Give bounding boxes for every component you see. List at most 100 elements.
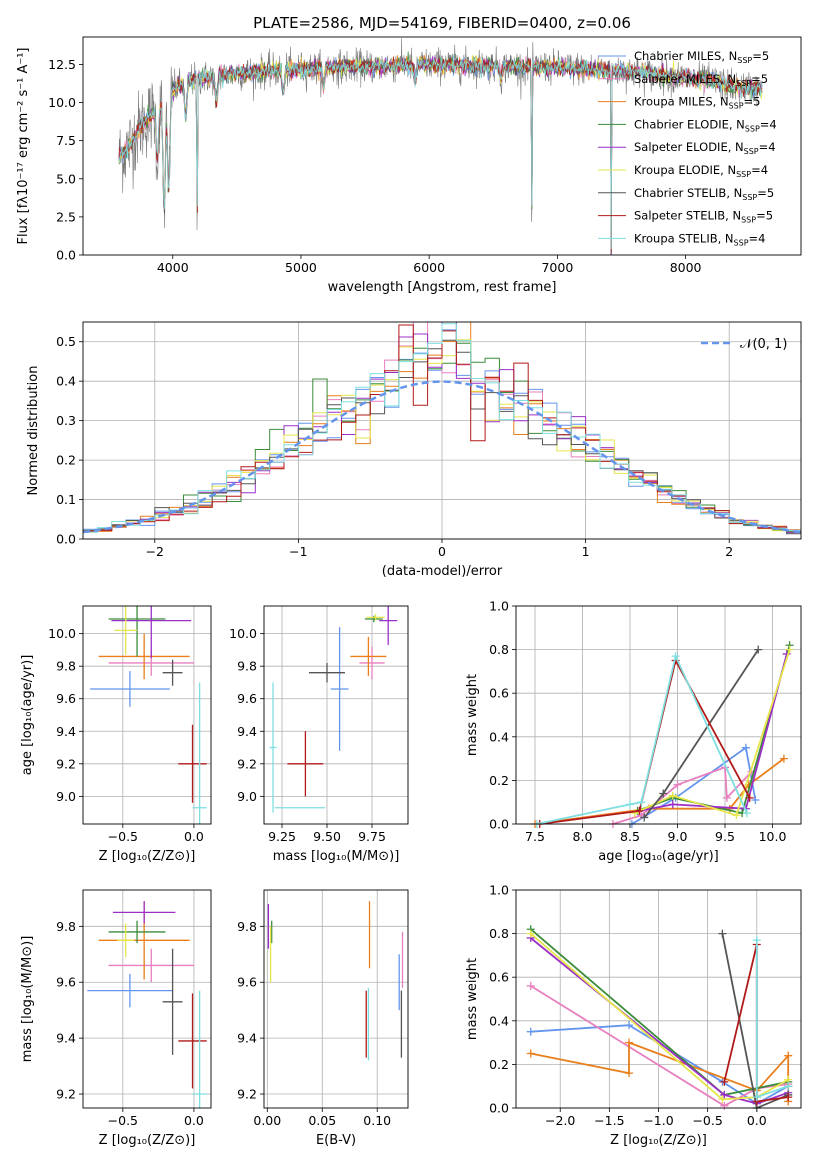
data-point-marker <box>745 793 754 802</box>
y-tick-label: 7.5 <box>56 133 76 148</box>
x-tick-label: −1.0 <box>643 1113 673 1128</box>
data-point-marker <box>784 1082 793 1091</box>
errorbar-salpeter-stelib <box>178 724 207 803</box>
x-tick-label: −1.5 <box>594 1113 624 1128</box>
x-tick-label: 6000 <box>413 260 445 275</box>
y-tick-label: 9.2 <box>56 1087 76 1102</box>
y-tick-label: 9.0 <box>237 789 257 804</box>
y-tick-label: 5.0 <box>56 171 76 186</box>
errorbar-salpeter-elodie <box>379 606 398 646</box>
data-point-marker <box>668 791 677 800</box>
series-chabrier-stelib <box>640 645 763 822</box>
errorbar-chabrier-miles <box>90 671 170 707</box>
y-tick-label: 1.0 <box>489 599 509 614</box>
x-axis-label: Z [log₁₀(Z/Z⊙)] <box>99 849 196 864</box>
legend-entry: Chabrier ELODIE, NSSP=4 <box>634 117 777 133</box>
data-point-marker <box>720 1090 729 1099</box>
axes-frame <box>82 321 802 540</box>
mass-weight-vs-Z-panel: −2.0 −1.5 −1.0 −0.5 0.0 0.0 0.2 0.4 0.6 0.8 1.0 Z [… <box>465 883 802 1148</box>
y-tick-label: 9.4 <box>237 1031 257 1046</box>
x-tick-label: −0.5 <box>108 829 138 844</box>
data-point-marker <box>526 1027 535 1036</box>
x-tick-label: 9.5 <box>715 829 735 844</box>
y-tick-label: 9.2 <box>56 756 76 771</box>
y-tick-label: 0.6 <box>489 970 509 985</box>
x-tick-label: 5000 <box>285 260 317 275</box>
errorbar-chabrier-miles <box>330 627 349 751</box>
data-point-marker <box>630 809 639 818</box>
x-tick-label: 9.0 <box>668 829 688 844</box>
y-tick-label: 0.2 <box>56 453 76 468</box>
chart-title: PLATE=2586, MJD=54169, FIBERID=0400, z=0… <box>253 14 631 32</box>
errorbar-kroupa-stelib <box>192 682 207 824</box>
y-axis-label: age [log₁₀(age/yr)] <box>20 655 35 776</box>
data-point-marker <box>751 796 760 805</box>
axes-frame <box>515 605 802 825</box>
data-point-marker <box>637 798 646 807</box>
x-tick-label: 8.5 <box>620 829 640 844</box>
x-tick-label: 9.25 <box>268 829 296 844</box>
errorbar-chabrier-elodie <box>108 606 166 657</box>
errorbar-chabrier-stelib <box>162 659 183 686</box>
y-tick-label: 12.5 <box>48 57 76 72</box>
y-tick-label: 10.0 <box>229 626 257 641</box>
y-tick-label: 0.2 <box>489 773 509 788</box>
legend-entry: Salpeter MILES, NSSP=5 <box>634 72 768 88</box>
y-tick-label: 9.2 <box>237 756 257 771</box>
axes-frame <box>82 36 802 256</box>
age-vs-mass-panel: 9.25 9.50 9.75 9.0 9.2 9.4 9.6 9.8 10.0 mass [log… <box>229 605 409 864</box>
data-point-marker <box>625 1038 634 1047</box>
x-tick-label: 4000 <box>157 260 189 275</box>
y-tick-label: 0.6 <box>489 686 509 701</box>
data-point-marker <box>742 809 751 818</box>
x-tick-label: 9.75 <box>358 829 386 844</box>
x-tick-label: −0.5 <box>108 1113 138 1128</box>
y-tick-label: 9.2 <box>237 1087 257 1102</box>
errorbar-kroupa-miles <box>350 636 387 676</box>
y-tick-label: 0.0 <box>489 817 509 832</box>
axes-frame <box>263 889 409 1109</box>
y-tick-label: 9.6 <box>237 975 257 990</box>
y-axis-label: mass weight <box>465 958 480 1040</box>
mass-vs-Z-panel: −0.5 0.0 9.2 9.4 9.6 9.8 Z [log₁₀(Z/Z⊙)] mass [… <box>20 889 212 1148</box>
y-tick-label: 9.6 <box>56 975 76 990</box>
series-line <box>530 1041 790 1102</box>
x-tick-label: −2 <box>146 544 164 559</box>
data-point-marker <box>722 793 731 802</box>
data-point-marker <box>659 789 668 798</box>
errorbars <box>87 901 207 1108</box>
errorbar-chabrier-miles <box>87 973 173 1008</box>
x-tick-label: 0.00 <box>253 1113 281 1128</box>
errorbar-kroupa-stelib <box>269 682 277 813</box>
x-tick-label: 0.0 <box>747 1113 767 1128</box>
x-axis-label: Z [log₁₀(Z/Z⊙)] <box>99 1133 196 1148</box>
histogram-kroupa-elodie <box>83 339 801 539</box>
y-tick-label: 9.6 <box>237 691 257 706</box>
y-tick-label: 0.4 <box>56 374 76 389</box>
spectrum-panel: 4000 5000 6000 7000 8000 0.0 2.5 5.0 7.5 10.0 12.5… <box>16 14 802 295</box>
data-point-marker <box>526 929 535 938</box>
data-point-marker <box>526 1049 535 1058</box>
errorbar-chabrier-stelib <box>162 948 183 1055</box>
legend-entry: Kroupa MILES, NSSP=5 <box>634 95 760 111</box>
y-tick-label: 0.8 <box>489 926 509 941</box>
errorbar-chabrier-elodie <box>108 920 166 944</box>
errorbar-kroupa-elodie <box>366 614 385 621</box>
series-line <box>612 766 753 825</box>
y-tick-label: 9.8 <box>237 659 257 674</box>
x-tick-label: 9.50 <box>313 829 341 844</box>
x-tick-label: −2.0 <box>545 1113 575 1128</box>
legend-entry: Kroupa ELODIE, NSSP=4 <box>634 163 768 179</box>
y-tick-label: 0.0 <box>56 248 76 263</box>
y-axis-label: Flux [fλ10⁻¹⁷ erg cm⁻² s⁻¹ A⁻¹] <box>16 48 31 245</box>
axes-frame <box>515 889 802 1109</box>
data-point-marker <box>640 813 649 822</box>
y-tick-label: 9.4 <box>56 724 76 739</box>
x-tick-label: 0.10 <box>363 1113 391 1128</box>
errorbar-salpeter-stelib <box>287 731 324 797</box>
y-tick-label: 2.5 <box>56 209 76 224</box>
errorbar-chabrier-stelib <box>309 662 345 683</box>
x-tick-label: 8.0 <box>573 829 593 844</box>
y-tick-label: 10.0 <box>48 626 76 641</box>
